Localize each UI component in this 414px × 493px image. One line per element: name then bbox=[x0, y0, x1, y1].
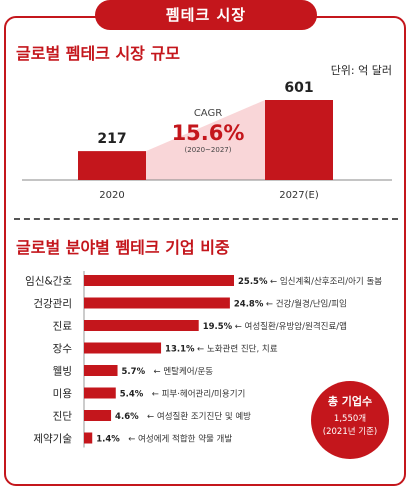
sector-bar bbox=[84, 410, 112, 421]
sector-category-label: 건강관리 bbox=[33, 298, 72, 310]
sector-annotation: ← 여성에게 적합한 약물 개발 bbox=[128, 434, 232, 445]
sector-annotation: ← 임신계획/산후조리/아기 돌봄 bbox=[270, 276, 382, 287]
sector-category-label: 웰빙 bbox=[53, 366, 72, 378]
market-value-label: 601 bbox=[284, 80, 313, 96]
sector-bar bbox=[84, 365, 118, 376]
market-bar-2020 bbox=[78, 151, 146, 180]
sector-bar bbox=[84, 432, 93, 444]
sector-bar bbox=[84, 297, 230, 309]
market-size-chart: 217 2020 601 2027(E) CAGR 15.6%(2020~2027) bbox=[22, 80, 392, 201]
market-category-label: 2020 bbox=[99, 190, 124, 201]
sector-bar bbox=[84, 387, 116, 399]
sector-bar bbox=[84, 275, 234, 286]
sector-category-label: 진단 bbox=[53, 411, 73, 423]
market-category-label: 2027(E) bbox=[279, 190, 319, 201]
sector-bar bbox=[84, 320, 199, 331]
sector-category-label: 미용 bbox=[53, 388, 73, 400]
sector-value-label: 19.5% bbox=[203, 322, 233, 332]
unit-label: 단위: 억 달러 bbox=[330, 64, 392, 77]
cagr-value: 15.6% bbox=[172, 121, 245, 145]
sector-value-label: 1.4% bbox=[96, 435, 120, 445]
sector-value-label: 13.1% bbox=[165, 345, 195, 355]
badge-line-2: 1,550개 bbox=[333, 414, 367, 424]
sector-bar bbox=[84, 342, 162, 354]
sector-value-label: 5.7% bbox=[122, 367, 146, 377]
badge-line-1: 총 기업수 bbox=[327, 395, 373, 408]
market-bar-2027(E) bbox=[265, 100, 333, 180]
sector-category-label: 진료 bbox=[53, 321, 73, 333]
sector-value-label: 4.6% bbox=[115, 412, 139, 422]
sector-annotation: ← 멘탈케어/운동 bbox=[154, 366, 214, 377]
cagr-label: CAGR bbox=[194, 108, 222, 119]
badge-line-3: (2021년 기준) bbox=[322, 427, 378, 437]
sector-value-label: 25.5% bbox=[238, 277, 268, 287]
sector-value-label: 5.4% bbox=[120, 390, 144, 400]
growth-band bbox=[146, 100, 265, 180]
sector-share-title: 글로벌 분야별 펨테크 기업 비중 bbox=[16, 238, 230, 257]
cagr-period: (2020~2027) bbox=[185, 146, 232, 154]
sector-annotation: ← 여성질환 조기진단 및 예방 bbox=[147, 411, 251, 422]
sector-category-label: 장수 bbox=[53, 343, 73, 355]
sector-value-label: 24.8% bbox=[234, 300, 264, 310]
sector-annotation: ← 노화관련 진단, 치료 bbox=[197, 344, 278, 355]
sector-annotation: ← 건강/월경/난임/피임 bbox=[266, 299, 347, 310]
sector-annotation: ← 피부·헤어관리/미용기기 bbox=[152, 389, 246, 400]
section-header-pill: 펨테크 시장 bbox=[95, 0, 317, 30]
market-size-title: 글로벌 펨테크 시장 규모 bbox=[16, 44, 180, 63]
sector-annotation: ← 여성질환/유방암/원격진료/앱 bbox=[235, 321, 347, 332]
market-value-label: 217 bbox=[97, 131, 126, 147]
section-divider bbox=[14, 218, 398, 220]
sector-category-label: 제약기술 bbox=[33, 433, 72, 445]
total-companies-badge: 총 기업수 1,550개 (2021년 기준) bbox=[311, 381, 389, 459]
sector-category-label: 임신&간호 bbox=[25, 275, 72, 288]
